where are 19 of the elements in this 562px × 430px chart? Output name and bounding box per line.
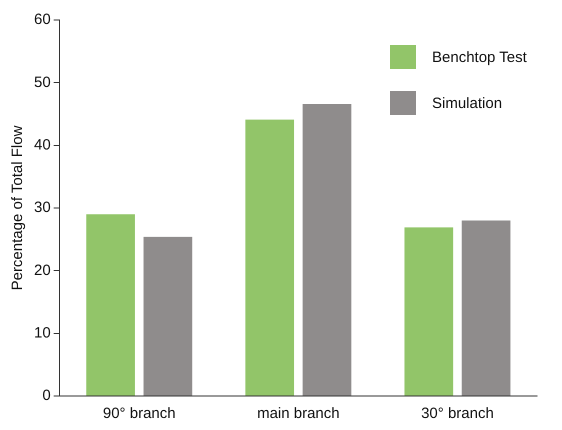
x-tick-label: 30° branch (421, 405, 494, 422)
y-tick-label: 0 (42, 387, 51, 404)
bar (86, 214, 135, 396)
y-tick-label: 40 (34, 136, 51, 154)
bar (462, 220, 510, 396)
bar (404, 227, 454, 396)
y-tick-label: 20 (34, 262, 51, 279)
bar (302, 104, 352, 396)
bar (245, 120, 294, 396)
legend-label: Simulation (432, 94, 502, 112)
x-tick-label: main branch (257, 405, 340, 422)
y-tick-label: 10 (34, 324, 51, 342)
y-axis-title: Percentage of Total Flow (9, 125, 26, 290)
y-tick-label: 30 (34, 199, 51, 216)
legend-label: Benchtop Test (432, 48, 527, 66)
x-tick-label: 90° branch (102, 405, 176, 422)
y-tick-label: 50 (34, 74, 51, 91)
y-tick-label: 60 (34, 11, 51, 28)
bar (144, 236, 192, 396)
